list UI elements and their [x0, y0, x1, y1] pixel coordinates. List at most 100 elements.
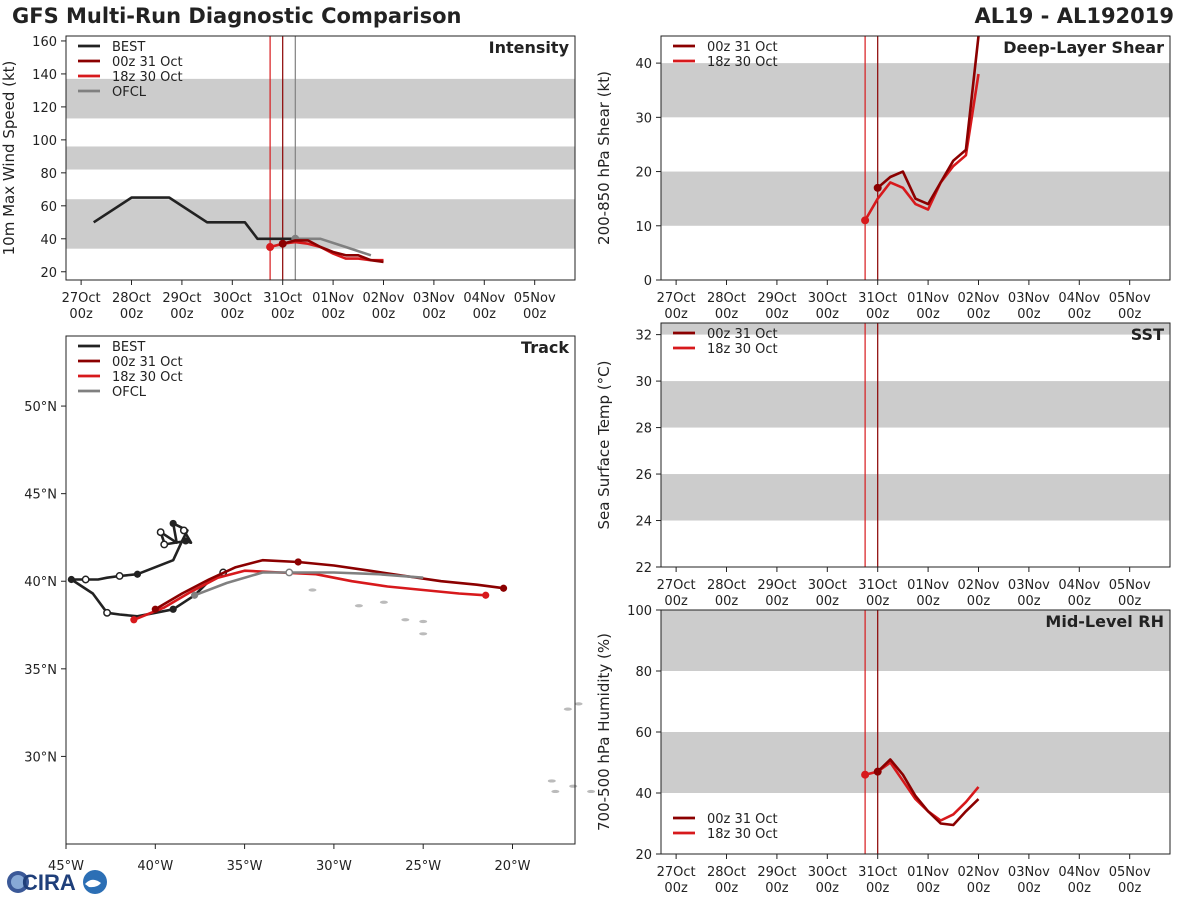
rh-xtick-hour: 00z: [866, 881, 890, 896]
track-xtick-label: 35°W: [227, 859, 263, 874]
track-legend-label: 00z 31 Oct: [112, 355, 183, 370]
sst-xtick-hour: 00z: [816, 594, 840, 609]
track-point-run_00z: [294, 558, 302, 566]
rh-xtick-date: 02Nov: [958, 865, 1000, 880]
intensity-xtick-date: 28Oct: [112, 291, 151, 306]
shear-legend-label: 18z 30 Oct: [707, 55, 778, 70]
shear-xtick-date: 01Nov: [907, 291, 949, 306]
shear-legend-label: 00z 31 Oct: [707, 40, 778, 55]
intensity-xtick-date: 05Nov: [514, 291, 556, 306]
rh-xtick-date: 28Oct: [707, 865, 746, 880]
track-land-11: [587, 789, 596, 794]
storm-id: AL19 - AL192019: [974, 4, 1175, 28]
rh-xtick-hour: 00z: [765, 881, 789, 896]
sst-xtick-hour: 00z: [664, 594, 688, 609]
sst-ytick-label: 26: [635, 468, 652, 483]
shear-ytick-label: 40: [635, 57, 652, 72]
shear-series-run_18z: [863, 73, 980, 222]
track-open-point-best: [179, 526, 188, 535]
rh-xtick-hour: 00z: [816, 881, 840, 896]
intensity-marker-run_18z: [266, 243, 275, 252]
track-point-best: [133, 570, 142, 578]
rh-ytick-label: 80: [635, 665, 652, 680]
shear-xtick-hour: 00z: [816, 307, 840, 322]
track-land-0: [308, 588, 317, 592]
track-open-point-best: [81, 575, 90, 584]
shear-band-1: [661, 63, 1170, 118]
intensity-xtick-date: 01Nov: [312, 291, 354, 306]
track-point-run_00z: [499, 584, 508, 592]
shear-ytick-label: 10: [635, 220, 652, 235]
shear-marker-run_00z: [873, 183, 882, 192]
shear-title: Deep-Layer Shear: [1003, 38, 1164, 57]
track-point-ofcl: [190, 591, 199, 599]
sst-ytick-label: 30: [635, 375, 652, 390]
intensity-ytick-label: 140: [32, 68, 57, 83]
sst-xtick-hour: 00z: [916, 594, 940, 609]
sst-legend-label: 18z 30 Oct: [707, 342, 778, 357]
intensity-ytick-label: 60: [40, 200, 57, 215]
rh-ytick-label: 60: [635, 726, 652, 741]
shear-xtick-hour: 00z: [715, 307, 739, 322]
sst-band-2: [661, 323, 1170, 335]
track-point-best: [67, 575, 75, 584]
intensity-ytick-label: 40: [40, 233, 57, 248]
intensity-ytick-label: 160: [32, 35, 57, 50]
shear-xtick-hour: 00z: [1017, 307, 1041, 322]
intensity-xtick-date: 27Oct: [62, 291, 101, 306]
sst-xtick-date: 05Nov: [1109, 578, 1151, 593]
track-point-best: [169, 605, 177, 613]
intensity-marker-run_00z: [278, 239, 287, 248]
rh-ylabel: 700-500 hPa Humidity (%): [595, 633, 613, 831]
sst-xtick-date: 04Nov: [1058, 578, 1100, 593]
sst-ytick-label: 22: [635, 561, 652, 576]
rh-xtick-date: 31Oct: [858, 865, 897, 880]
sst-xtick-date: 28Oct: [707, 578, 746, 593]
intensity-ylabel: 10m Max Wind Speed (kt): [0, 61, 18, 256]
intensity-xtick-date: 04Nov: [463, 291, 505, 306]
track-frame: [65, 335, 576, 845]
intensity-legend-label: 18z 30 Oct: [112, 70, 183, 85]
intensity-xtick-hour: 00z: [271, 307, 295, 322]
track-ytick-label: 40°N: [24, 575, 57, 590]
track-ytick-label: 30°N: [24, 750, 57, 765]
intensity-xtick-hour: 00z: [422, 307, 446, 322]
track-point-best: [182, 537, 190, 545]
intensity-xtick-hour: 00z: [523, 307, 547, 322]
shear-ylabel: 200-850 hPa Shear (kt): [595, 71, 613, 245]
shear-frame: [660, 35, 1171, 281]
track-xtick-label: 45°W: [48, 859, 84, 874]
track-land-8: [547, 779, 556, 783]
shear-xtick-date: 03Nov: [1008, 291, 1050, 306]
track-open-point-best: [103, 608, 112, 617]
intensity-xtick-hour: 00z: [170, 307, 194, 322]
shear-xtick-hour: 00z: [1118, 307, 1142, 322]
track-open-point-best: [115, 572, 124, 580]
shear-ytick-label: 20: [635, 166, 652, 181]
intensity-xtick-hour: 00z: [473, 307, 497, 322]
sst-xtick-hour: 00z: [715, 594, 739, 609]
logo-text: CIRA: [22, 870, 76, 895]
sst-ytick-label: 28: [635, 422, 652, 437]
shear-xtick-date: 31Oct: [858, 291, 897, 306]
sst-ytick-label: 32: [635, 329, 652, 344]
track-land-4: [419, 619, 428, 624]
intensity-xtick-hour: 00z: [372, 307, 396, 322]
cira-logo: CIRA: [4, 866, 108, 898]
intensity-band-0: [66, 199, 575, 249]
track-open-point-best: [156, 528, 165, 537]
intensity-legend-label: BEST: [112, 40, 145, 55]
sst-xtick-date: 02Nov: [958, 578, 1000, 593]
sst-xtick-hour: 00z: [866, 594, 890, 609]
sst-xtick-hour: 00z: [1118, 594, 1142, 609]
sst-ylabel: Sea Surface Temp (°C): [595, 360, 613, 529]
figure-title: GFS Multi-Run Diagnostic Comparison: [12, 4, 462, 28]
intensity-series-run_00z: [282, 239, 384, 264]
rh-frame: [660, 609, 1171, 855]
rh-band-1: [661, 610, 1170, 671]
rh-xtick-date: 29Oct: [757, 865, 796, 880]
track-xtick-label: 20°W: [495, 859, 531, 874]
track-open-point-best: [160, 540, 169, 549]
sst-xtick-hour: 00z: [967, 594, 991, 609]
